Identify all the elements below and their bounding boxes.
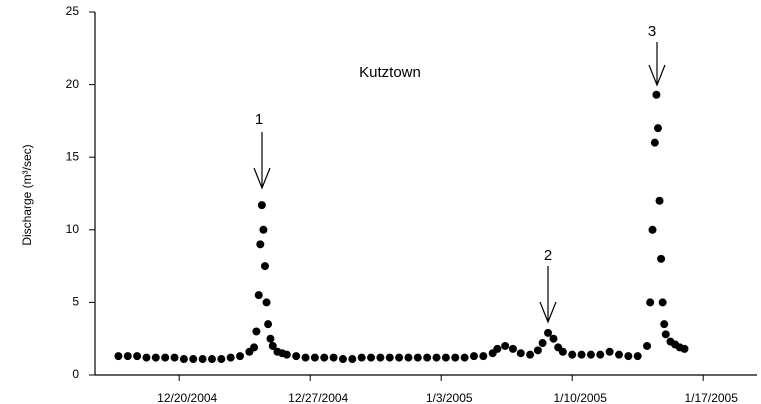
data-point	[526, 350, 535, 359]
data-point	[217, 355, 226, 364]
data-point	[423, 353, 432, 362]
data-point	[142, 353, 151, 362]
data-point	[282, 350, 291, 359]
data-point	[558, 347, 567, 356]
data-point	[432, 353, 441, 362]
data-point	[268, 341, 277, 350]
data-point	[652, 90, 661, 99]
data-point	[648, 225, 657, 234]
y-tick-label: 20	[66, 77, 80, 91]
data-point	[262, 298, 271, 307]
data-point	[633, 352, 642, 361]
x-tick-label: 12/20/2004	[157, 391, 217, 404]
data-point	[508, 344, 517, 353]
data-point	[257, 201, 266, 210]
data-point	[250, 343, 259, 352]
data-point	[650, 138, 659, 147]
annotation: 1	[255, 111, 263, 128]
data-point	[538, 339, 547, 348]
data-point	[660, 320, 669, 329]
data-point	[301, 353, 310, 362]
data-point	[395, 353, 404, 362]
data-point	[348, 355, 357, 364]
data-point	[655, 196, 664, 205]
y-tick-label: 25	[66, 4, 80, 18]
data-point	[657, 254, 666, 263]
data-point	[198, 355, 207, 364]
data-point	[376, 353, 385, 362]
data-point	[577, 350, 586, 359]
data-point	[256, 240, 265, 249]
data-point	[516, 349, 525, 358]
data-point	[493, 344, 502, 353]
data-point	[189, 355, 198, 364]
data-point	[266, 334, 275, 343]
x-tick-label: 1/10/2005	[554, 391, 608, 404]
data-point	[549, 334, 558, 343]
data-point	[320, 353, 329, 362]
data-point	[385, 353, 394, 362]
data-point	[260, 262, 269, 271]
y-axis-label: Discharge (m³/sec)	[20, 144, 34, 245]
data-point	[367, 353, 376, 362]
chart-title: Kutztown	[359, 64, 421, 81]
x-tick-label: 1/3/2005	[426, 391, 473, 404]
data-point	[533, 346, 542, 355]
data-point	[544, 328, 553, 337]
data-point	[114, 352, 123, 361]
data-point	[179, 355, 188, 364]
data-point	[404, 353, 413, 362]
data-point	[338, 355, 347, 364]
data-point	[161, 353, 170, 362]
data-point	[586, 350, 595, 359]
data-point	[252, 327, 261, 336]
data-point	[596, 350, 605, 359]
annotation: 2	[544, 247, 552, 264]
y-tick-label: 0	[72, 367, 79, 381]
data-point	[658, 298, 667, 307]
data-point	[653, 124, 662, 133]
data-point	[680, 344, 689, 353]
data-point	[451, 353, 460, 362]
data-point	[207, 355, 216, 364]
data-point	[226, 353, 235, 362]
data-point	[624, 352, 633, 361]
data-point	[123, 352, 132, 361]
data-point	[643, 341, 652, 350]
data-point	[329, 353, 338, 362]
annotation-arrow	[648, 42, 666, 87]
annotation: 3	[648, 23, 656, 40]
data-point	[646, 298, 655, 307]
data-point	[357, 353, 366, 362]
data-point	[605, 347, 614, 356]
data-point	[568, 350, 577, 359]
data-point	[292, 352, 301, 361]
data-point	[469, 352, 478, 361]
data-point	[236, 352, 245, 361]
data-point	[259, 225, 268, 234]
data-point	[501, 341, 510, 350]
data-point	[151, 353, 160, 362]
annotation-arrow	[253, 132, 271, 190]
data-point	[614, 350, 623, 359]
x-tick-label: 1/17/2005	[685, 391, 739, 404]
data-point	[413, 353, 422, 362]
data-point	[460, 353, 469, 362]
data-point	[264, 320, 273, 329]
data-point	[441, 353, 450, 362]
data-point	[170, 353, 179, 362]
data-point	[310, 353, 319, 362]
annotation-arrow	[539, 266, 557, 324]
y-tick-label: 5	[72, 295, 79, 309]
y-tick-label: 10	[66, 222, 80, 236]
data-point	[133, 352, 142, 361]
y-tick-label: 15	[66, 149, 80, 163]
x-tick-label: 12/27/2004	[288, 391, 348, 404]
data-point	[479, 352, 488, 361]
data-point	[254, 291, 263, 300]
data-point	[661, 330, 670, 339]
